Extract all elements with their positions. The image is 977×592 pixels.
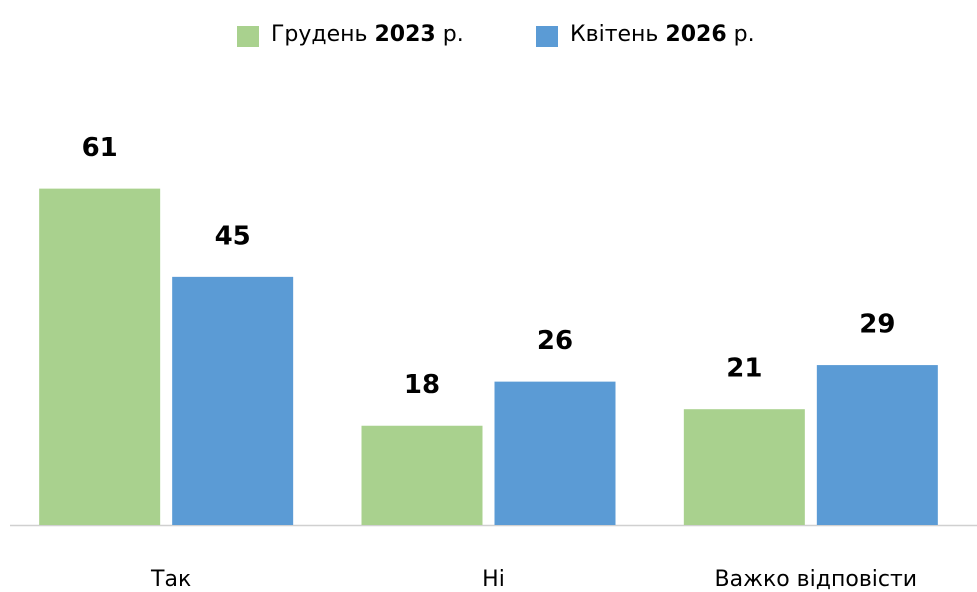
x-tick-label: Важко відповісти: [715, 567, 918, 592]
bar: [172, 276, 294, 525]
legend-label: Квітень 2026 р.: [570, 22, 755, 47]
bar: [683, 409, 805, 525]
bar: [39, 188, 161, 525]
legend-swatch: [536, 26, 558, 47]
value-label: 61: [82, 133, 118, 163]
x-tick-label: Ні: [482, 567, 505, 592]
bar: [494, 381, 616, 525]
x-tick-label: Так: [150, 567, 191, 592]
legend-swatch: [237, 26, 259, 47]
bar: [816, 365, 938, 525]
value-label: 45: [215, 221, 251, 251]
bar: [361, 425, 483, 525]
legend-label: Грудень 2023 р.: [271, 22, 464, 47]
value-label: 21: [726, 354, 762, 384]
value-label: 29: [859, 310, 895, 340]
value-label: 18: [404, 370, 440, 400]
value-label: 26: [537, 326, 573, 356]
